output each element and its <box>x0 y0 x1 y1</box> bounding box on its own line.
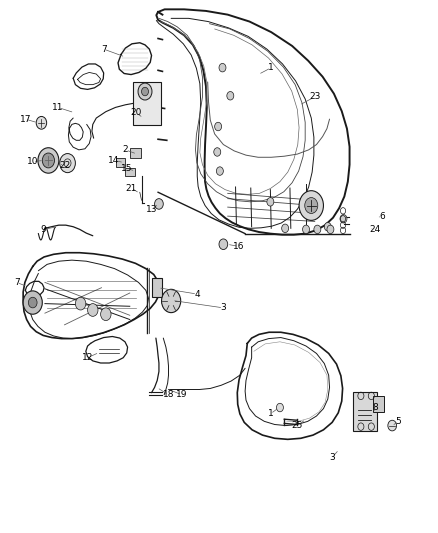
Circle shape <box>141 87 148 96</box>
Text: 12: 12 <box>82 353 93 362</box>
Text: 2: 2 <box>123 146 128 155</box>
Text: 25: 25 <box>292 421 303 430</box>
Text: 9: 9 <box>41 225 46 234</box>
Circle shape <box>215 122 222 131</box>
Circle shape <box>88 304 98 317</box>
Circle shape <box>299 191 323 220</box>
Text: 20: 20 <box>131 108 142 117</box>
Circle shape <box>303 225 310 233</box>
Text: 22: 22 <box>59 161 70 170</box>
Circle shape <box>101 308 111 320</box>
Circle shape <box>28 297 37 308</box>
Text: 23: 23 <box>309 92 321 101</box>
Circle shape <box>162 289 181 313</box>
Circle shape <box>282 224 289 232</box>
Text: 1: 1 <box>268 409 273 418</box>
Text: 3: 3 <box>329 453 335 462</box>
FancyBboxPatch shape <box>353 392 377 431</box>
Text: 11: 11 <box>52 103 64 112</box>
Text: 5: 5 <box>396 417 401 426</box>
Circle shape <box>227 92 234 100</box>
Circle shape <box>138 83 152 100</box>
Text: 14: 14 <box>108 156 120 165</box>
Circle shape <box>327 225 334 233</box>
Text: 21: 21 <box>125 183 137 192</box>
Text: 15: 15 <box>121 164 132 173</box>
Text: 6: 6 <box>379 212 385 221</box>
Text: 4: 4 <box>194 289 200 298</box>
Circle shape <box>305 198 318 214</box>
Circle shape <box>388 420 396 431</box>
Circle shape <box>60 154 75 173</box>
Circle shape <box>155 199 163 209</box>
Circle shape <box>219 63 226 72</box>
Circle shape <box>276 403 283 412</box>
Circle shape <box>314 225 321 233</box>
Text: 8: 8 <box>373 402 378 411</box>
Circle shape <box>324 222 331 231</box>
FancyBboxPatch shape <box>116 158 125 167</box>
Text: 3: 3 <box>220 303 226 312</box>
FancyBboxPatch shape <box>373 397 384 412</box>
Circle shape <box>75 297 86 310</box>
Text: 17: 17 <box>20 115 31 124</box>
Text: 24: 24 <box>369 225 381 234</box>
FancyBboxPatch shape <box>124 168 135 176</box>
FancyBboxPatch shape <box>152 278 162 297</box>
Text: 7: 7 <box>101 45 106 54</box>
Text: 16: 16 <box>233 242 244 251</box>
Circle shape <box>214 148 221 156</box>
Circle shape <box>340 215 347 223</box>
Text: 1: 1 <box>268 63 274 72</box>
Circle shape <box>267 198 274 206</box>
FancyBboxPatch shape <box>133 82 161 125</box>
Circle shape <box>219 239 228 249</box>
Circle shape <box>36 116 47 129</box>
Circle shape <box>38 148 59 173</box>
Circle shape <box>42 153 54 168</box>
Text: 13: 13 <box>146 205 157 214</box>
Circle shape <box>216 167 223 175</box>
FancyBboxPatch shape <box>130 148 141 158</box>
Circle shape <box>23 291 42 314</box>
Text: 19: 19 <box>176 390 188 399</box>
Text: 7: 7 <box>14 278 20 287</box>
Text: 10: 10 <box>27 157 39 166</box>
Text: 18: 18 <box>163 390 174 399</box>
